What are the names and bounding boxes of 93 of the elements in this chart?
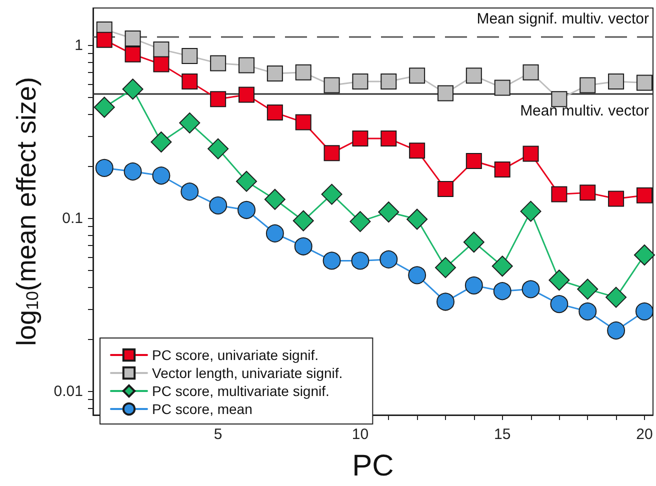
point — [580, 184, 596, 201]
point — [436, 292, 454, 311]
legend-label: Vector length, univariate signif. — [152, 365, 343, 381]
point — [210, 91, 226, 108]
point — [322, 252, 341, 270]
point — [351, 252, 370, 270]
ref-line-label: Mean multiv. vector — [520, 102, 649, 120]
point — [324, 77, 340, 94]
point — [380, 130, 397, 147]
ref-line-label: Mean signif. multiv. vector — [476, 10, 650, 28]
point — [324, 145, 340, 162]
point — [321, 184, 342, 205]
point — [635, 302, 654, 320]
point — [548, 270, 570, 291]
point — [409, 142, 426, 159]
point — [437, 181, 454, 198]
point — [520, 200, 542, 222]
point — [236, 170, 258, 192]
point — [292, 210, 314, 232]
point — [96, 32, 112, 48]
point — [406, 208, 428, 230]
point — [266, 224, 284, 242]
point — [378, 202, 400, 223]
point — [350, 211, 371, 232]
point — [551, 186, 568, 202]
point — [95, 158, 114, 177]
point — [182, 73, 198, 90]
point — [238, 86, 255, 103]
point — [437, 85, 454, 102]
point — [238, 200, 256, 219]
y-axis-title: log10(mean effect size) — [12, 76, 42, 346]
point — [380, 73, 397, 90]
point — [464, 276, 483, 294]
legend-label: PC score, mean — [152, 401, 252, 417]
point — [295, 114, 312, 130]
point — [577, 278, 598, 300]
point — [264, 188, 286, 210]
point — [150, 131, 172, 152]
x-axis-title: PC — [352, 450, 394, 482]
point — [434, 257, 456, 278]
point — [494, 80, 510, 96]
point — [266, 104, 283, 121]
point — [550, 295, 568, 314]
point — [409, 68, 426, 84]
point — [153, 56, 170, 72]
point — [607, 321, 626, 340]
point — [153, 41, 170, 58]
point — [580, 77, 596, 94]
point — [94, 96, 115, 118]
y-tick-label: 0.1 — [62, 210, 83, 227]
point — [122, 78, 144, 100]
point — [522, 146, 539, 162]
point — [238, 57, 255, 74]
legend-label: PC score, univariate signif. — [152, 347, 319, 363]
point — [608, 190, 624, 207]
y-tick-label: 0.01 — [54, 382, 83, 400]
point — [124, 46, 141, 62]
point — [124, 30, 141, 46]
point — [408, 266, 426, 284]
point — [494, 162, 510, 178]
point — [606, 286, 627, 308]
point — [266, 65, 283, 82]
point — [209, 196, 228, 214]
point — [466, 153, 482, 170]
point — [522, 64, 539, 80]
point — [152, 166, 170, 185]
point — [466, 68, 482, 84]
point — [294, 237, 312, 256]
point — [493, 282, 512, 300]
point — [210, 55, 226, 72]
point — [380, 250, 398, 268]
point — [124, 162, 142, 180]
point — [636, 187, 652, 204]
point — [522, 280, 540, 298]
point — [352, 73, 368, 90]
point — [180, 182, 199, 201]
x-tick-label: 20 — [636, 426, 653, 443]
x-tick-label: 5 — [214, 426, 222, 443]
point — [352, 130, 368, 147]
point — [634, 244, 655, 266]
point — [636, 74, 652, 91]
point — [179, 112, 200, 134]
y-tick-label: 1 — [74, 37, 83, 54]
point — [608, 73, 624, 90]
legend-label: PC score, multivariate signif. — [152, 383, 330, 399]
point — [492, 256, 513, 277]
point — [295, 64, 312, 80]
x-tick-label: 15 — [494, 426, 511, 443]
point — [182, 48, 198, 64]
point — [578, 302, 597, 320]
x-tick-label: 10 — [352, 426, 369, 443]
point — [208, 138, 229, 160]
point — [463, 232, 484, 253]
